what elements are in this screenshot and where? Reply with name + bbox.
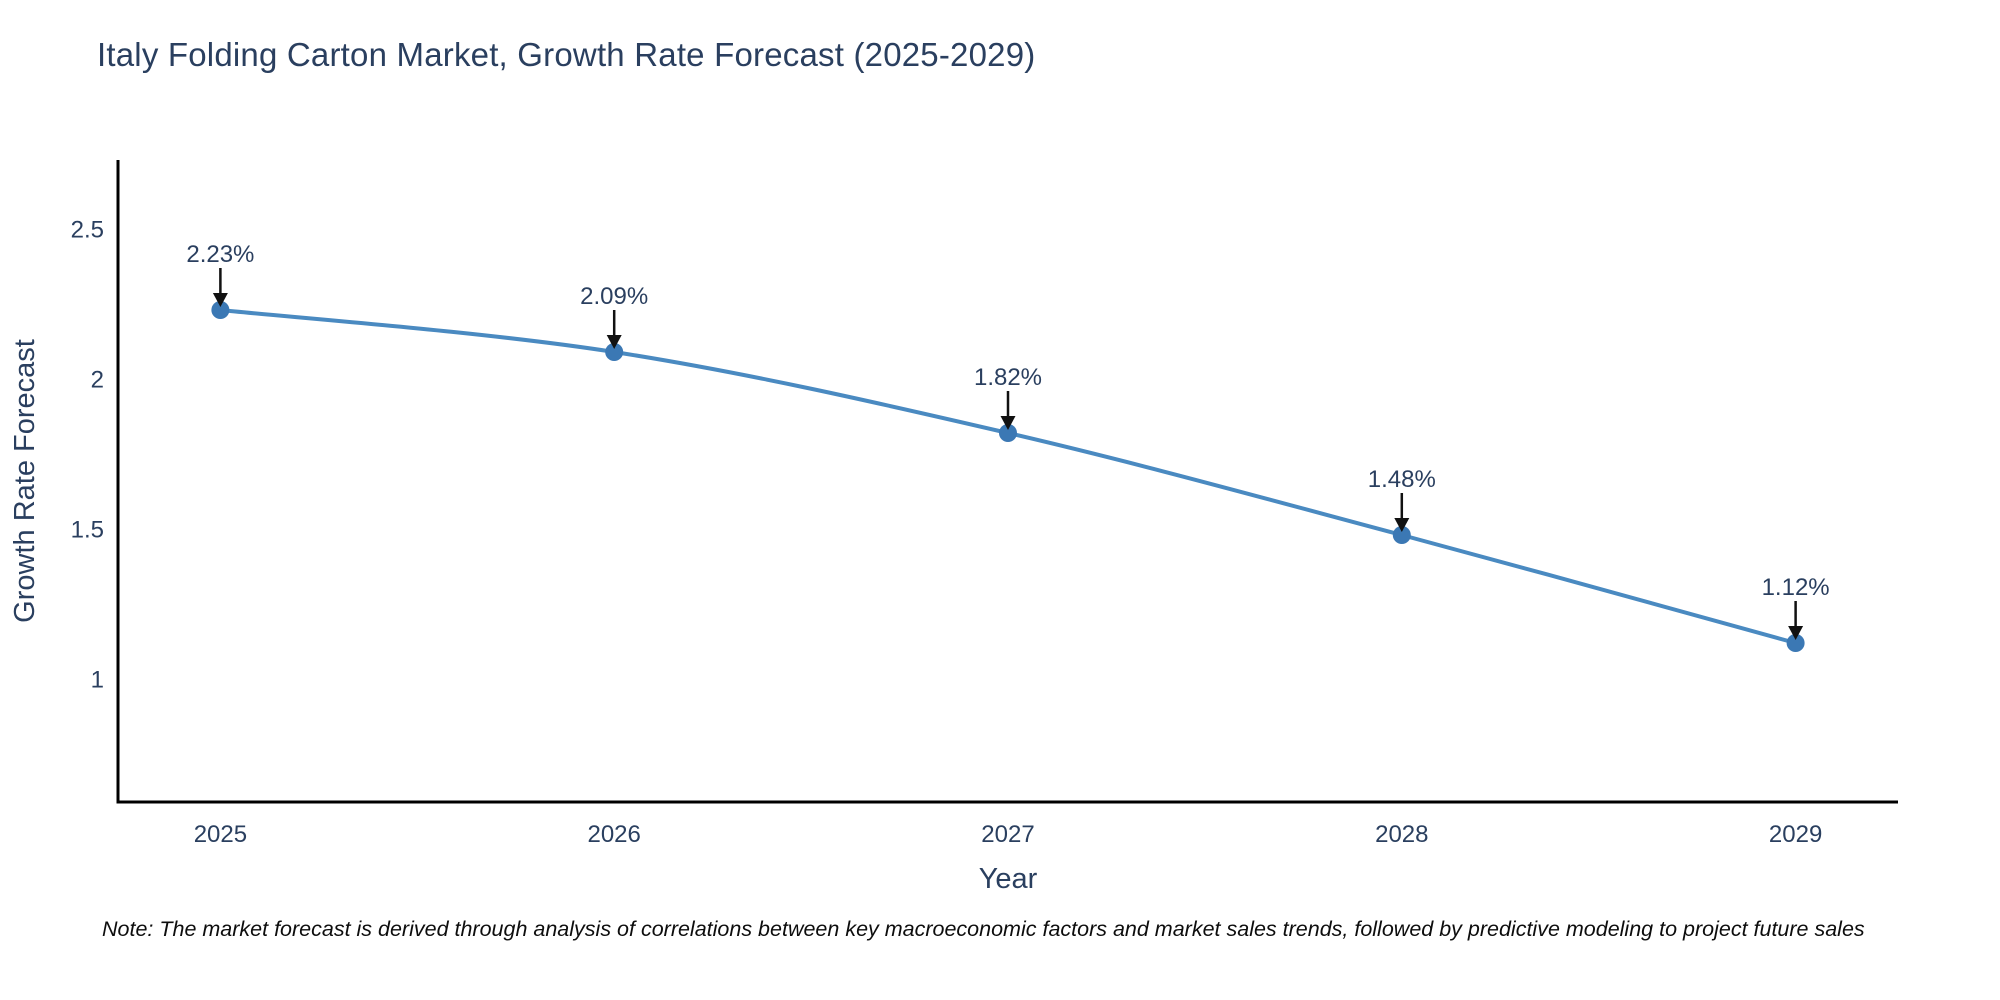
data-point-marker	[999, 424, 1017, 442]
y-tick-label: 2	[91, 367, 104, 394]
data-point-marker	[1786, 634, 1805, 652]
x-tick-label: 2025	[194, 821, 247, 848]
y-axis-title: Growth Rate Forecast	[9, 339, 41, 623]
annotation-label: 1.82%	[974, 364, 1042, 391]
annotation-label: 2.23%	[186, 241, 254, 268]
annotation-arrowhead	[1000, 416, 1016, 430]
y-tick-label: 2.5	[71, 217, 104, 244]
data-point-marker	[605, 343, 624, 361]
annotation-arrowhead	[606, 335, 622, 349]
annotation-label: 1.12%	[1762, 574, 1830, 601]
y-tick-label: 1	[91, 667, 104, 694]
x-tick-label: 2028	[1375, 821, 1428, 848]
data-point-marker	[211, 301, 230, 319]
chart-title: Italy Folding Carton Market, Growth Rate…	[97, 36, 1036, 73]
annotation-label: 2.09%	[580, 283, 648, 310]
annotation-arrowhead	[212, 293, 228, 307]
annotation-arrowhead	[1394, 518, 1410, 532]
footnote: Note: The market forecast is derived thr…	[102, 917, 1865, 941]
annotation-arrowhead	[1788, 626, 1804, 640]
x-tick-label: 2027	[981, 821, 1034, 848]
annotation-label: 1.48%	[1368, 466, 1436, 493]
x-tick-label: 2026	[587, 821, 640, 848]
x-tick-label: 2029	[1769, 821, 1822, 848]
data-point-marker	[1392, 526, 1411, 544]
x-axis-title: Year	[979, 863, 1038, 895]
y-tick-label: 1.5	[71, 517, 104, 544]
series-line	[220, 308, 1797, 645]
